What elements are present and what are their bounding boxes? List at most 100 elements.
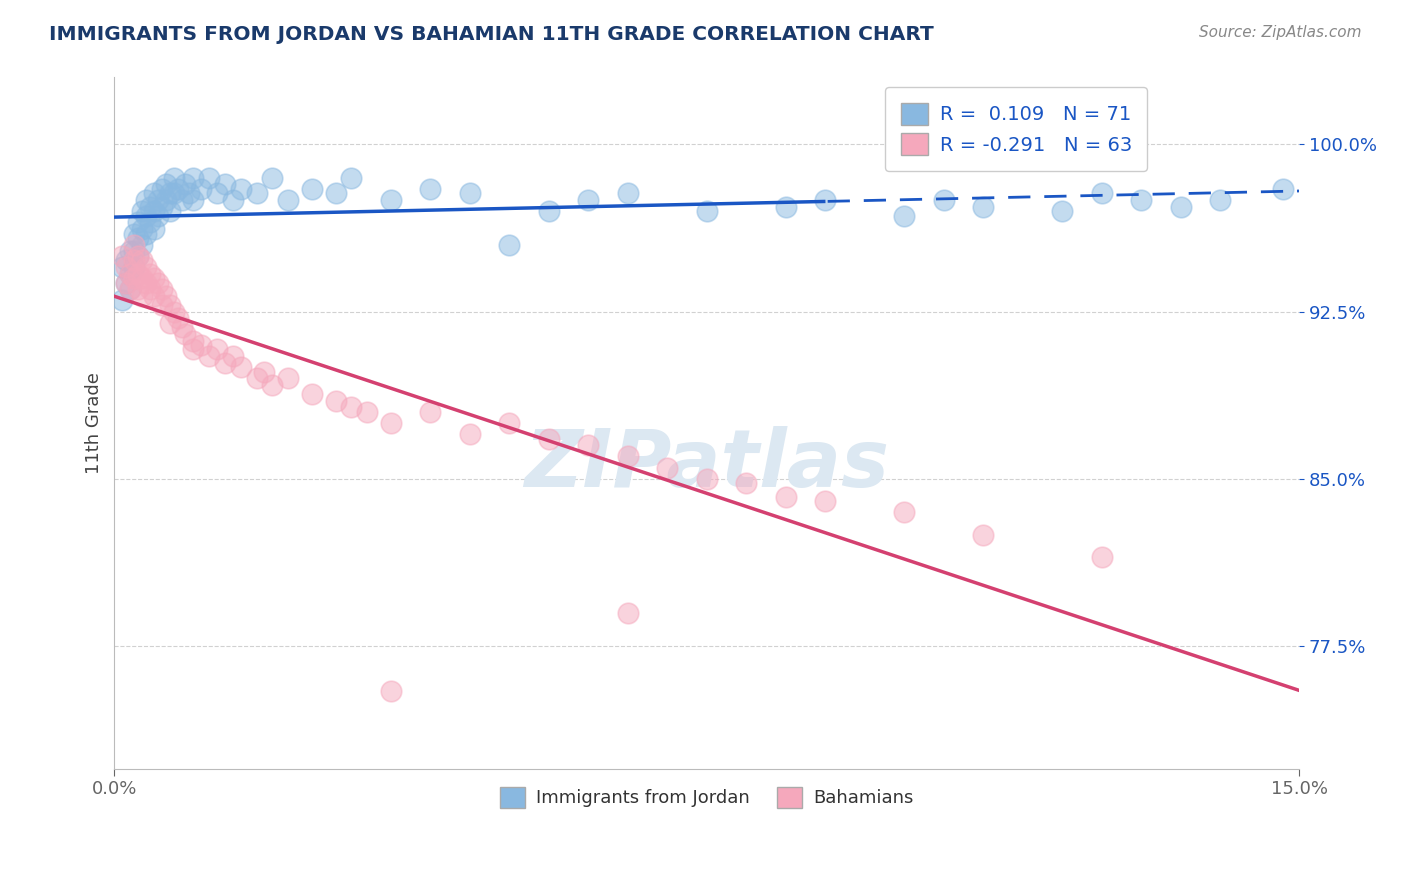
Text: IMMIGRANTS FROM JORDAN VS BAHAMIAN 11TH GRADE CORRELATION CHART: IMMIGRANTS FROM JORDAN VS BAHAMIAN 11TH … [49,25,934,44]
Point [576,193,599,207]
Point [159,186,181,201]
Point [111,260,134,274]
Point [170,320,193,334]
Point [498,237,520,252]
Point [155,178,177,192]
Point [120,282,142,296]
Point [972,200,994,214]
Point [775,490,797,504]
Point [166,311,188,326]
Point [617,186,640,201]
Point [183,193,205,207]
Point [893,209,915,223]
Point [170,193,193,207]
Point [122,244,145,259]
Point [142,222,165,236]
Point [214,178,236,192]
Point [155,193,177,207]
Point [498,416,520,430]
Point [262,170,284,185]
Point [214,356,236,370]
Point [150,200,173,214]
Point [179,186,201,201]
Point [146,276,169,290]
Point [1091,549,1114,564]
Point [356,405,378,419]
Point [120,267,142,281]
Point [1130,193,1153,207]
Point [127,282,149,296]
Point [814,494,837,508]
Point [972,527,994,541]
Point [183,343,205,357]
Point [814,193,837,207]
Point [183,334,205,348]
Point [340,170,363,185]
Point [122,271,145,285]
Point [135,227,157,241]
Point [277,371,299,385]
Point [458,186,481,201]
Point [159,316,181,330]
Point [120,244,142,259]
Point [262,378,284,392]
Point [131,237,153,252]
Point [115,276,138,290]
Point [159,204,181,219]
Point [127,231,149,245]
Point [115,253,138,268]
Point [159,298,181,312]
Point [253,365,276,379]
Point [775,200,797,214]
Point [127,267,149,281]
Point [135,193,157,207]
Point [150,182,173,196]
Point [131,253,153,268]
Point [419,405,441,419]
Point [245,371,267,385]
Point [135,209,157,223]
Point [735,476,758,491]
Point [1052,204,1074,219]
Point [131,271,153,285]
Text: Source: ZipAtlas.com: Source: ZipAtlas.com [1198,25,1361,40]
Point [458,427,481,442]
Point [131,204,153,219]
Point [146,209,169,223]
Point [139,267,162,281]
Point [122,253,145,268]
Point [146,193,169,207]
Point [142,204,165,219]
Point [245,186,267,201]
Point [205,343,228,357]
Point [229,360,252,375]
Point [183,170,205,185]
Point [576,438,599,452]
Point [1272,182,1295,196]
Point [696,472,718,486]
Point [617,450,640,464]
Point [222,193,245,207]
Point [932,193,955,207]
Point [190,182,212,196]
Point [163,304,186,318]
Point [127,249,149,263]
Point [617,606,640,620]
Point [155,289,177,303]
Point [301,182,323,196]
Point [380,683,402,698]
Point [142,289,165,303]
Point [115,260,138,274]
Point [174,178,197,192]
Point [111,293,134,308]
Point [696,204,718,219]
Point [115,276,138,290]
Point [198,349,221,363]
Point [537,432,560,446]
Point [139,200,162,214]
Point [150,298,173,312]
Point [111,249,134,263]
Point [1170,200,1192,214]
Point [419,182,441,196]
Point [537,204,560,219]
